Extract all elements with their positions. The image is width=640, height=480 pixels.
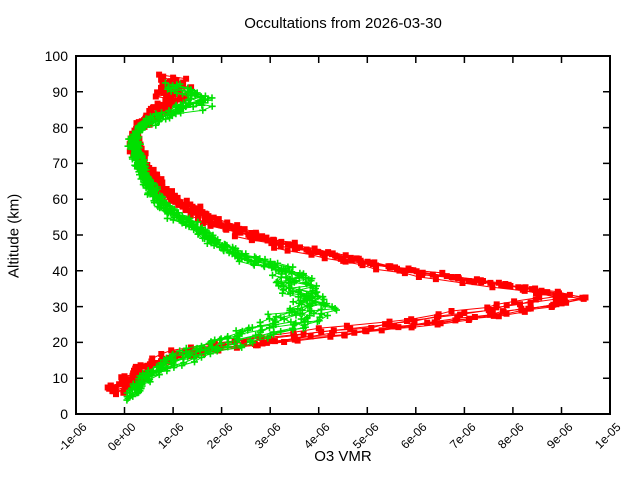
y-tick-label: 30	[52, 298, 68, 315]
occultation-profiles-red-markers	[104, 76, 589, 395]
y-tick-label: 60	[52, 191, 68, 208]
y-tick-label: 10	[52, 370, 68, 387]
occultation-profiles-green-line	[126, 88, 336, 397]
occultation-profiles-red-markers	[106, 78, 587, 396]
occultation-profiles-red-markers	[109, 80, 568, 398]
y-tick-label: 0	[60, 406, 68, 422]
occultation-profiles-red-line	[110, 74, 540, 387]
y-tick-label: 20	[52, 334, 68, 351]
occultation-profiles-red-line	[111, 76, 557, 388]
plot-border	[75, 55, 611, 415]
y-tick-label: 80	[52, 119, 68, 136]
y-tick-label: 70	[52, 155, 68, 172]
y-tick-label: 40	[52, 262, 68, 279]
occultation-profiles-green-markers	[126, 83, 331, 400]
occultation-profiles-red-line	[108, 81, 584, 394]
occultation-profiles-red-line	[107, 79, 586, 392]
chart-title: Occultations from 2026-03-30	[244, 15, 442, 32]
occultation-profiles-red-markers	[110, 77, 586, 395]
occultation-profiles-red-markers	[108, 73, 559, 391]
y-tick-label: 90	[52, 83, 68, 100]
occultation-profiles-green-markers	[132, 80, 316, 396]
y-tick-label: 100	[44, 48, 68, 64]
occultation-profiles-red-markers	[118, 74, 563, 392]
occultation-profiles-red-markers	[107, 71, 543, 389]
x-axis-label: O3 VMR	[314, 448, 372, 465]
occultation-profiles-red-line	[120, 77, 560, 389]
y-tick-label: 50	[52, 227, 68, 243]
occultation-profiles-green-markers	[123, 85, 339, 400]
occultation-profiles-red-line	[113, 79, 585, 392]
